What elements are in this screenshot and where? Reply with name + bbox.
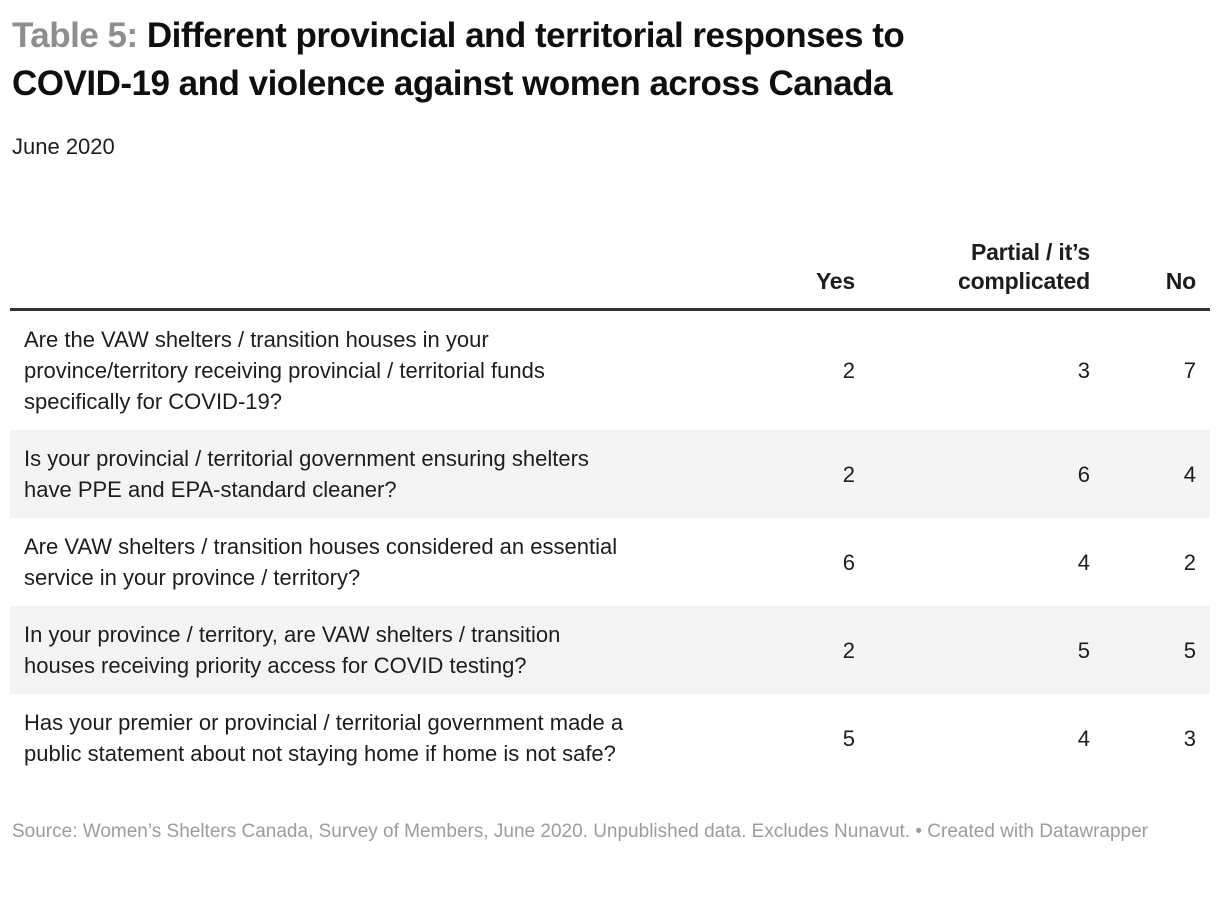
footer: Source: Women’s Shelters Canada, Survey …	[12, 818, 1208, 846]
question-cell: Are VAW shelters / transition houses con…	[24, 534, 618, 590]
question-cell: Has your premier or provincial / territo…	[24, 710, 624, 766]
value-cell-yes: 2	[842, 358, 855, 383]
datawrapper-attribution-link[interactable]: Created with Datawrapper	[927, 821, 1149, 842]
value-cell-yes: 2	[842, 637, 855, 663]
data-table: Yes Partial / it’s complicated No Are th…	[10, 214, 1210, 782]
value-cell-no: 7	[1183, 358, 1196, 383]
value-cell-no: 4	[1183, 461, 1196, 487]
title-line1: Different provincial and territorial res…	[146, 16, 905, 55]
value-cell-partial: 3	[1077, 358, 1090, 383]
table-body: Are the VAW shelters / transition houses…	[10, 310, 1210, 783]
table-row-essential-service: Are VAW shelters / transition houses con…	[10, 518, 1210, 606]
table-header: Yes Partial / it’s complicated No	[10, 214, 1210, 311]
column-header-partial: Partial / it’s complicated	[855, 214, 1090, 311]
value-cell-partial: 4	[1077, 725, 1090, 751]
table-row-ppe: Is your provincial / territorial governm…	[10, 430, 1210, 518]
question-cell: Is your provincial / territorial governm…	[24, 446, 589, 502]
attribution-separator: •	[915, 821, 923, 842]
page-title: Table 5: Different provincial and territ…	[12, 12, 1208, 108]
table-row-covid-testing: In your province / territory, are VAW sh…	[10, 606, 1210, 694]
table-number-prefix: Table 5:	[12, 16, 138, 55]
column-header-question	[10, 214, 660, 311]
title-line2: COVID-19 and violence against women acro…	[12, 64, 892, 103]
subtitle: June 2020	[12, 134, 115, 159]
value-cell-no: 5	[1183, 637, 1196, 663]
datawrapper-table-page: Table 5: Different provincial and territ…	[10, 12, 1210, 846]
header-row: Yes Partial / it’s complicated No	[10, 214, 1210, 311]
question-cell: Are the VAW shelters / transition houses…	[24, 327, 545, 414]
value-cell-yes: 2	[842, 461, 855, 487]
value-cell-partial: 5	[1077, 637, 1090, 663]
column-header-yes: Yes	[660, 214, 855, 311]
question-cell: In your province / territory, are VAW sh…	[24, 622, 561, 678]
value-cell-no: 3	[1183, 725, 1196, 751]
table-row-public-statement: Has your premier or provincial / territo…	[10, 694, 1210, 782]
value-cell-yes: 6	[842, 549, 855, 575]
column-header-no: No	[1090, 214, 1210, 311]
value-cell-partial: 4	[1077, 549, 1090, 575]
value-cell-yes: 5	[842, 725, 855, 751]
value-cell-no: 2	[1183, 549, 1196, 575]
value-cell-partial: 6	[1077, 461, 1090, 487]
source-text: Source: Women’s Shelters Canada, Survey …	[12, 821, 911, 842]
table-row-funding: Are the VAW shelters / transition houses…	[10, 310, 1210, 431]
